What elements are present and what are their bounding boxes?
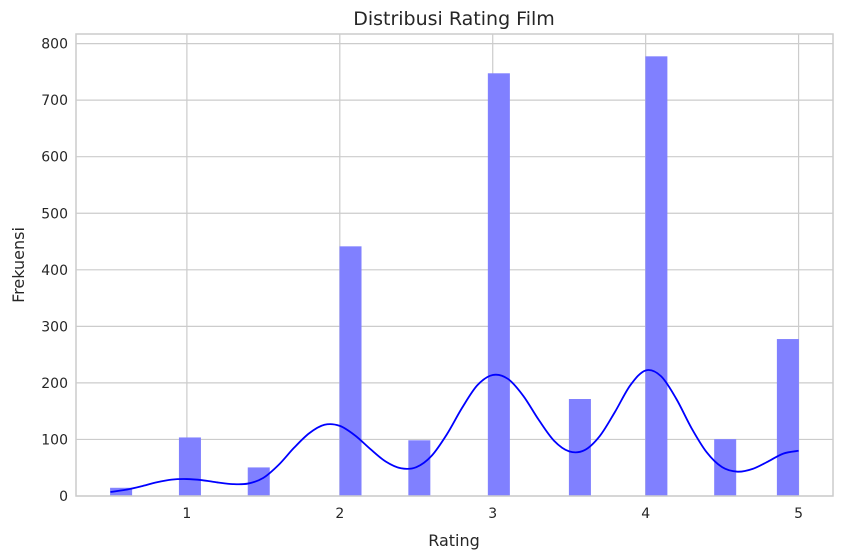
- kde-line: [110, 369, 799, 493]
- x-tick-label: 1: [182, 506, 191, 522]
- y-tick-label: 700: [41, 93, 68, 109]
- y-tick-label: 300: [41, 319, 68, 335]
- tick-labels: 0 100 200 300 400 500 600 700 800 1 2 3 4 5: [41, 37, 803, 522]
- y-axis-label: Frekuensi: [9, 227, 28, 303]
- x-tick-label: 4: [641, 506, 650, 522]
- histogram-bar: [178, 437, 201, 497]
- x-tick-label: 5: [794, 506, 803, 522]
- histogram-bar: [776, 339, 799, 497]
- x-tick-label: 2: [335, 506, 344, 522]
- axes-frame: [75, 33, 834, 497]
- histogram-bar: [645, 56, 668, 497]
- histogram-bar: [339, 246, 362, 497]
- y-tick-label: 200: [41, 376, 68, 392]
- grid-layer: [76, 34, 833, 497]
- histogram-bar: [247, 467, 270, 497]
- y-tick-label: 600: [41, 150, 68, 166]
- x-axis-label: Rating: [428, 531, 480, 550]
- plot-frame: [75, 33, 834, 497]
- chart-title: Distribusi Rating Film: [353, 8, 555, 30]
- y-tick-label: 800: [41, 37, 68, 53]
- y-tick-label: 100: [41, 432, 68, 448]
- y-tick-label: 500: [41, 206, 68, 222]
- kde-layer: [110, 369, 799, 493]
- x-tick-label: 3: [488, 506, 497, 522]
- y-tick-label: 0: [59, 489, 68, 505]
- histogram-bar: [714, 439, 737, 497]
- bars-layer: [110, 56, 799, 497]
- y-tick-label: 400: [41, 263, 68, 279]
- histogram-bar: [487, 73, 510, 497]
